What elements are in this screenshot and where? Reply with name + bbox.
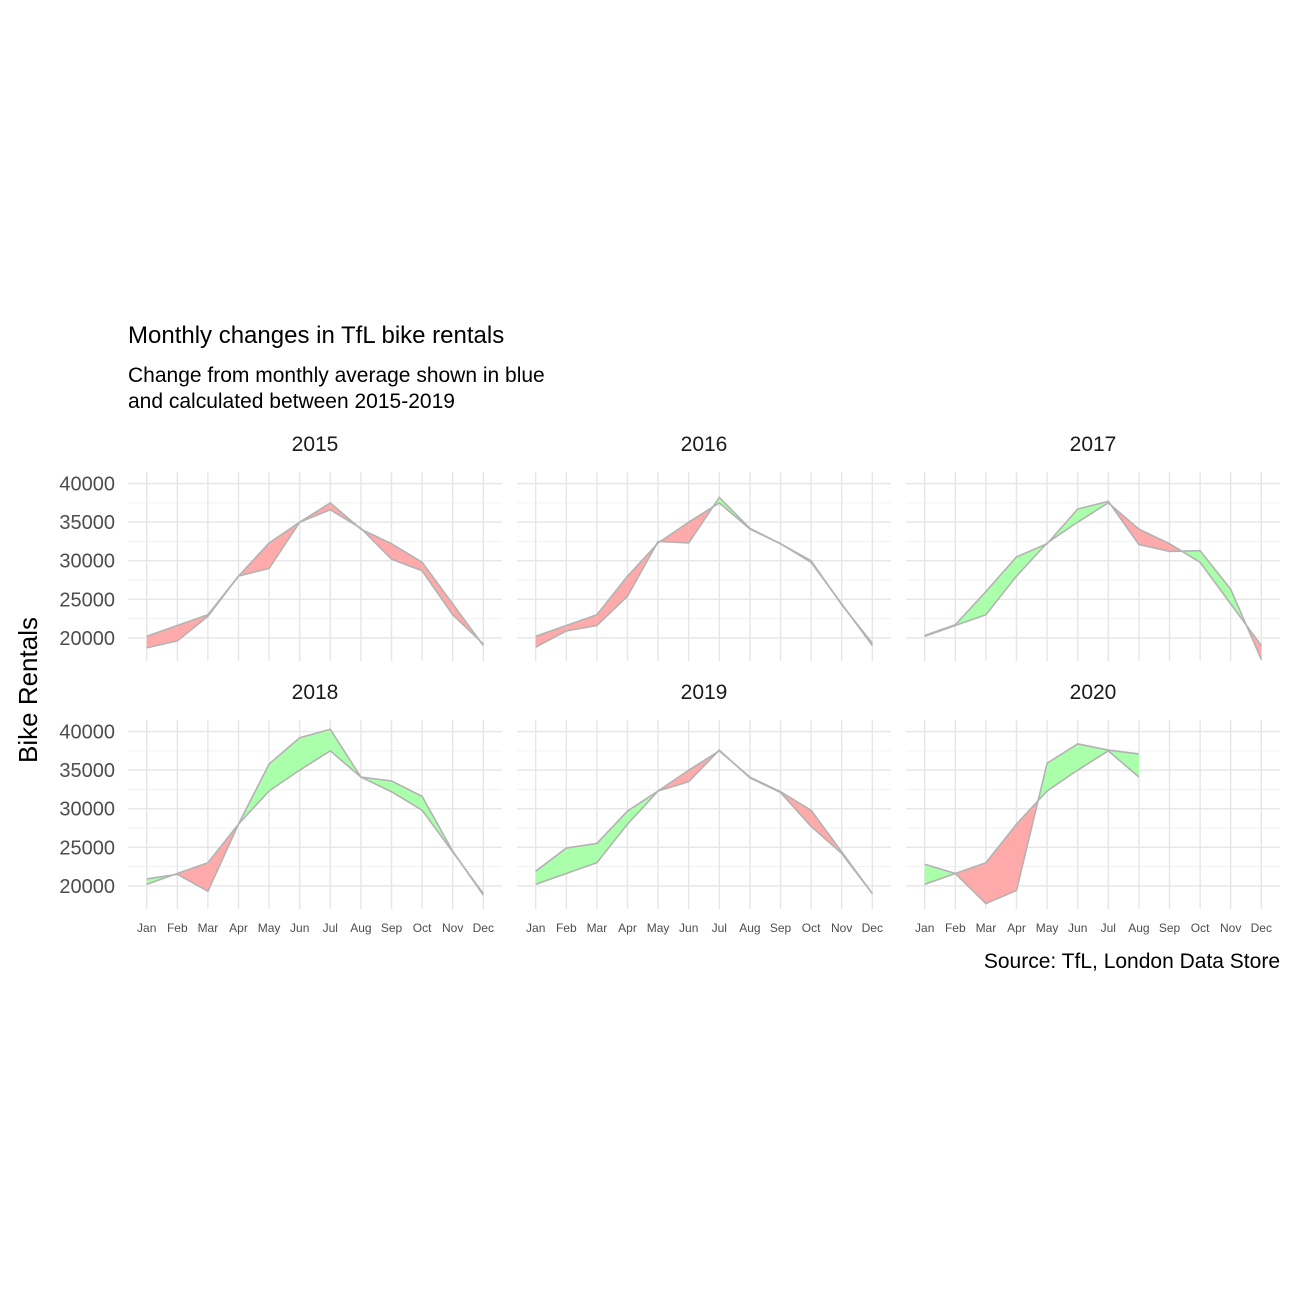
actual-line-2018 xyxy=(146,728,484,896)
x-tick-label-Apr: Apr xyxy=(229,921,248,935)
panel-2019: 2019 Jan Feb Mar Apr May Jun Jul Aug Sep Oct Nov Dec xyxy=(517,681,891,935)
x-tick-label-Aug: Aug xyxy=(739,921,760,935)
x-tick-label-Jan: Jan xyxy=(915,921,934,935)
chart-caption: Source: TfL, London Data Store xyxy=(984,950,1280,973)
ribbon-segment-2018-Sep xyxy=(391,780,423,811)
ribbon-segment-2018-May xyxy=(269,737,300,791)
ribbon-segment-2019-Mar xyxy=(596,811,628,863)
x-tick-label-Dec: Dec xyxy=(862,921,883,935)
y-tick-label: 35000 xyxy=(59,512,115,534)
panel-2015: 2015 20000 25000 30000 35000 40000 xyxy=(59,433,502,661)
x-tick-label-Dec: Dec xyxy=(1251,921,1272,935)
average-line-2018 xyxy=(146,749,484,895)
ribbon-segment-2020-Mar xyxy=(985,824,1017,904)
actual-line-2017 xyxy=(924,500,1263,660)
x-tick-label-Jun: Jun xyxy=(290,921,309,935)
x-tick-label-Apr: Apr xyxy=(1007,921,1026,935)
x-tick-label-Jul: Jul xyxy=(1101,921,1116,935)
panel-title-2019: 2019 xyxy=(681,681,728,704)
panel-2017: 2017 xyxy=(906,433,1280,661)
ribbon-segment-2015-Oct xyxy=(422,562,453,615)
x-tick-label-Sep: Sep xyxy=(1159,921,1181,935)
ribbon-segment-2015-Sep xyxy=(391,543,423,571)
ribbon-segment-2016-Jan xyxy=(535,625,567,648)
ribbon-segment-2020-Jan xyxy=(924,864,956,885)
average-line-2020 xyxy=(924,749,1140,886)
ribbon-segment-2017-Oct xyxy=(1200,550,1231,604)
chart-subtitle-line-1: Change from monthly average shown in blu… xyxy=(128,364,545,387)
ribbon-segment-2019-Jan xyxy=(535,848,567,885)
chart-subtitle-line-2: and calculated between 2015-2019 xyxy=(128,390,455,413)
actual-line-2016 xyxy=(535,496,873,648)
y-tick-label: 30000 xyxy=(59,799,115,821)
x-tick-label-Aug: Aug xyxy=(350,921,371,935)
x-tick-label-Mar: Mar xyxy=(198,921,219,935)
ribbon-segment-2016-Mar xyxy=(596,576,628,626)
panel-title-2016: 2016 xyxy=(681,433,728,456)
y-tick-label: 20000 xyxy=(59,876,115,898)
x-tick-label-Mar: Mar xyxy=(976,921,997,935)
x-tick-label-May: May xyxy=(647,921,670,935)
y-tick-label: 40000 xyxy=(59,474,115,496)
y-tick-label: 40000 xyxy=(59,722,115,744)
x-tick-label-Jan: Jan xyxy=(137,921,156,935)
y-tick-label: 25000 xyxy=(59,589,115,611)
panel-title-2018: 2018 xyxy=(292,681,339,704)
ribbon-segment-2020-Feb xyxy=(955,862,986,904)
ribbon-segment-2020-Jun xyxy=(1077,743,1109,771)
actual-line-2019 xyxy=(535,748,873,895)
x-tick-label-Oct: Oct xyxy=(1191,921,1210,935)
x-tick-label-Jul: Jul xyxy=(712,921,727,935)
x-tick-label-Feb: Feb xyxy=(556,921,577,935)
x-tick-label-Nov: Nov xyxy=(442,921,463,935)
actual-line-2020 xyxy=(924,743,1139,905)
x-tick-label-Oct: Oct xyxy=(413,921,432,935)
average-line-2019 xyxy=(535,749,873,895)
x-tick-label-Aug: Aug xyxy=(1128,921,1149,935)
ribbon-segment-2017-Mar xyxy=(985,556,1017,615)
ribbon-segment-2018-Jun xyxy=(299,729,331,771)
x-tick-label-Feb: Feb xyxy=(167,921,188,935)
x-tick-label-Apr: Apr xyxy=(618,921,637,935)
panel-title-2015: 2015 xyxy=(292,433,339,456)
x-tick-label-May: May xyxy=(258,921,281,935)
actual-line-2015 xyxy=(146,508,484,649)
panel-title-2020: 2020 xyxy=(1070,681,1117,704)
chart-title: Monthly changes in TfL bike rentals xyxy=(128,322,504,349)
panel-2018: 2018 20000 25000 30000 35000 40000 Jan Feb Mar Ap… xyxy=(59,681,502,935)
x-tick-label-Sep: Sep xyxy=(770,921,792,935)
facet-panels: 2015 20000 25000 30000 35000 40000 2016 2017 201… xyxy=(59,433,1280,935)
x-tick-label-Jan: Jan xyxy=(526,921,545,935)
x-tick-label-Feb: Feb xyxy=(945,921,966,935)
y-tick-label: 25000 xyxy=(59,837,115,859)
y-tick-label: 35000 xyxy=(59,760,115,782)
x-tick-label-Jun: Jun xyxy=(679,921,698,935)
ribbon-segment-2020-May xyxy=(1047,743,1078,791)
y-axis-label: Bike Rentals xyxy=(13,617,43,763)
x-tick-label-Nov: Nov xyxy=(1220,921,1241,935)
panel-title-2017: 2017 xyxy=(1070,433,1117,456)
average-line-2017 xyxy=(924,501,1262,647)
average-line-2015 xyxy=(146,501,484,647)
y-tick-label: 20000 xyxy=(59,628,115,650)
x-tick-label-Jun: Jun xyxy=(1068,921,1087,935)
x-tick-label-May: May xyxy=(1036,921,1059,935)
y-tick-label: 30000 xyxy=(59,551,115,573)
x-tick-label-Nov: Nov xyxy=(831,921,852,935)
x-tick-label-Oct: Oct xyxy=(802,921,821,935)
panel-2016: 2016 xyxy=(517,433,891,661)
x-tick-label-Dec: Dec xyxy=(473,921,494,935)
ribbon-segment-2019-Feb xyxy=(566,843,597,874)
ribbon-segment-2018-Feb xyxy=(177,862,208,892)
x-tick-label-Sep: Sep xyxy=(381,921,403,935)
panel-2020: 2020 Jan Feb Mar Apr May Jun Jul Aug Sep Oct Nov Dec xyxy=(906,681,1280,935)
x-tick-label-Jul: Jul xyxy=(323,921,338,935)
x-tick-label-Mar: Mar xyxy=(587,921,608,935)
